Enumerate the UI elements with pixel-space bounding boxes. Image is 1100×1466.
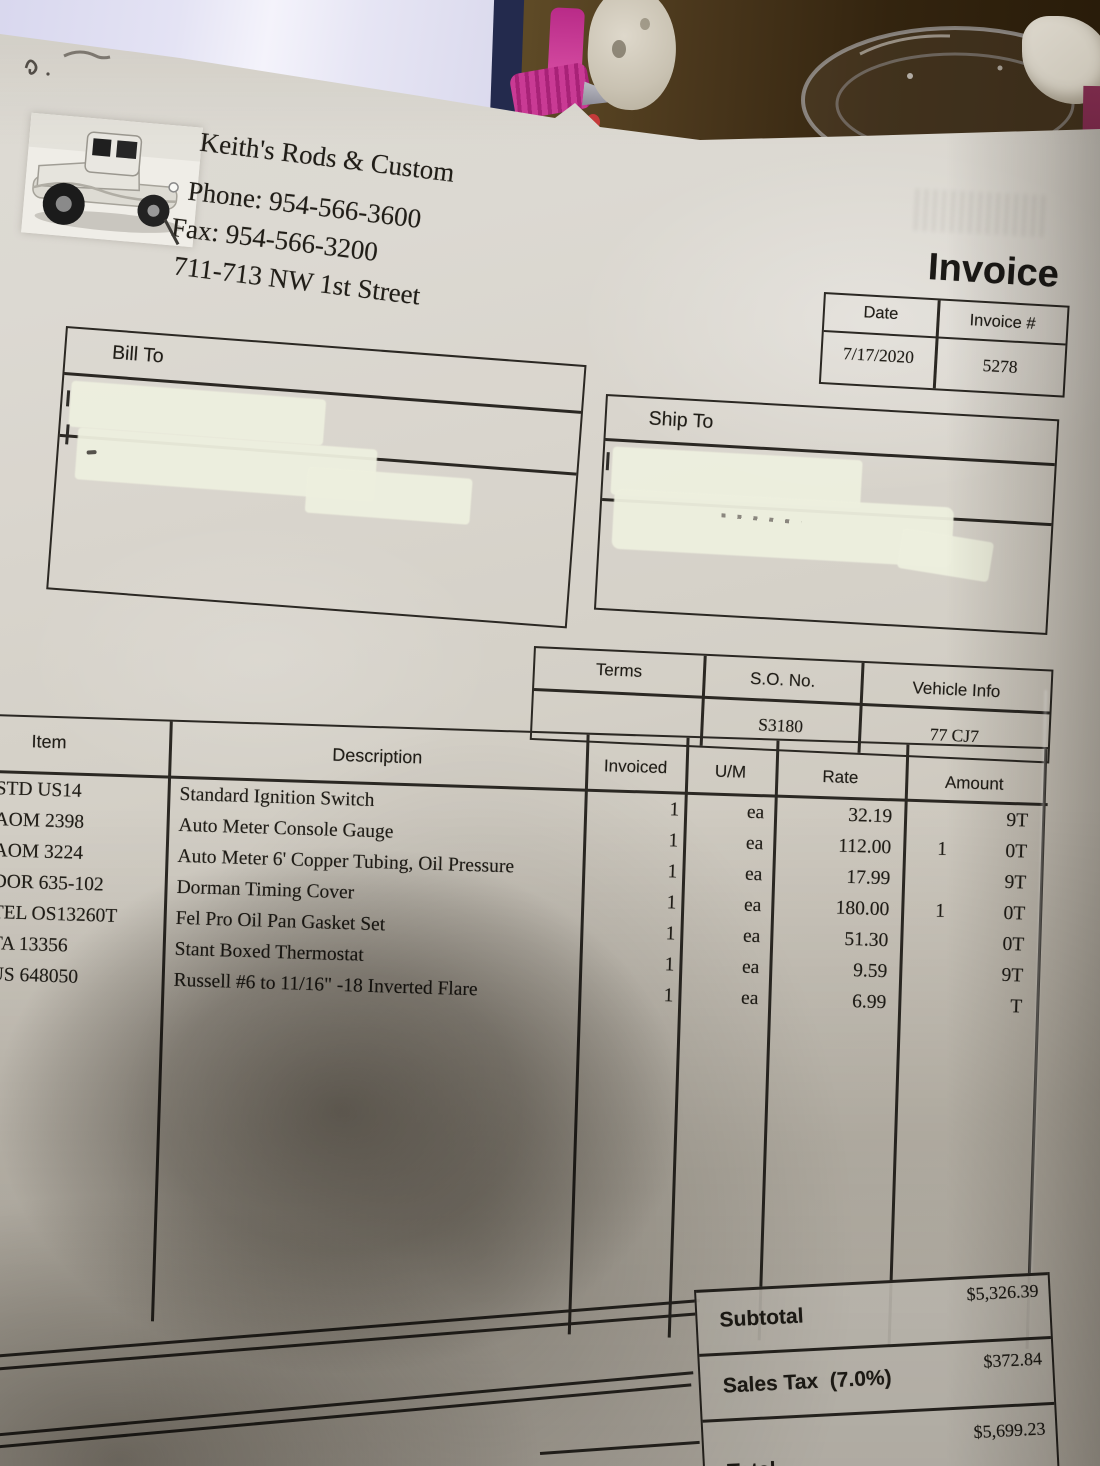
company-block: Keith's Rods & Custom Phone: 954-566-360… [170, 126, 653, 371]
item-rate: 51.30 [844, 928, 889, 952]
item-rate: 17.99 [846, 866, 891, 890]
ship-to-label: Ship To [648, 407, 714, 434]
item-um: ea [743, 894, 762, 917]
pen-mark [86, 449, 97, 455]
totals-box: Subtotal $5,326.39 Sales Tax (7.0%) $372… [694, 1271, 1061, 1466]
item-amount: 1 0T [936, 838, 1028, 863]
item-rate: 180.00 [835, 897, 890, 921]
item-rate: 112.00 [838, 835, 892, 859]
item-code: AOM 2398 [0, 809, 85, 833]
items-table: Item Description Invoiced U/M Rate Amoun… [0, 712, 1050, 1349]
invoice-number-label: Invoice # [969, 311, 1037, 333]
pen-mark [605, 452, 610, 471]
item-rate: 6.99 [851, 991, 887, 1014]
col-header-item: Item [31, 731, 67, 753]
item-amount: 1 0T [934, 900, 1026, 925]
item-code: DOR 635-102 [0, 871, 105, 896]
item-um: ea [742, 925, 761, 948]
col-header-description: Description [332, 744, 423, 768]
item-code: AOM 3224 [0, 840, 84, 864]
col-header-rate: Rate [822, 767, 859, 788]
subtotal-value: $5,326.39 [966, 1280, 1039, 1305]
laptop-bezel [489, 0, 525, 127]
item-code: TEL OS13260T [0, 902, 118, 927]
sales-tax-value: $372.84 [982, 1348, 1043, 1372]
item-amount: 9T [1006, 809, 1029, 832]
item-amount: 9T [1004, 871, 1027, 894]
company-name: Keith's Rods & Custom [198, 126, 457, 188]
item-um: ea [740, 987, 759, 1010]
subtotal-label: Subtotal [718, 1304, 805, 1332]
vehicle-info-label: Vehicle Info [912, 678, 1001, 702]
item-um: ea [744, 863, 763, 886]
item-code: TA 13356 [0, 933, 69, 957]
terms-value [533, 704, 701, 712]
total-label: Total [727, 1458, 777, 1466]
col-header-invoiced: Invoiced [603, 756, 668, 778]
date-label: Date [862, 303, 899, 324]
item-rate: 9.59 [852, 960, 888, 983]
crumpled-paper [1022, 16, 1100, 104]
meta-table: Date Invoice # 7/17/2020 5278 [818, 292, 1070, 398]
bill-to-label: Bill To [111, 341, 165, 368]
ink-bleed-smudge [913, 188, 1047, 238]
bottom-rule [0, 1371, 694, 1437]
sherpa-fluff [583, 0, 681, 113]
date-value: 7/17/2020 [842, 343, 915, 368]
so-number-value: S3180 [757, 714, 804, 737]
pen-scribble [24, 50, 111, 76]
col-header-amount: Amount [944, 772, 1004, 794]
total-value: $5,699.23 [973, 1418, 1046, 1443]
item-code: STD US14 [0, 778, 83, 802]
bill-to-box: Bill To [46, 326, 587, 629]
item-amount: 9T [1001, 964, 1024, 987]
company-address: 711-713 NW 1st Street [172, 250, 423, 311]
terms-label: Terms [595, 659, 643, 681]
redaction-strip [304, 466, 473, 525]
sales-tax-label: Sales Tax (7.0%) [722, 1366, 893, 1398]
item-rate: 32.19 [848, 804, 893, 828]
so-number-label: S.O. No. [749, 668, 816, 691]
fluff-hole [640, 18, 650, 30]
item-amount: T [1010, 996, 1023, 1018]
item-um: ea [741, 956, 760, 979]
bottom-rule [0, 1383, 692, 1449]
ship-to-box: Ship To [593, 394, 1060, 636]
redaction-strip [896, 528, 995, 583]
item-um: ea [746, 801, 765, 824]
invoice-number-value: 5278 [982, 354, 1019, 377]
col-header-um: U/M [714, 761, 747, 782]
item-um: ea [745, 832, 764, 855]
invoice-title: Invoice [926, 246, 1061, 296]
bottom-rule [539, 1440, 700, 1455]
item-amount: 0T [1002, 933, 1025, 956]
item-code: US 648050 [0, 964, 79, 988]
fluff-hole [612, 40, 626, 58]
